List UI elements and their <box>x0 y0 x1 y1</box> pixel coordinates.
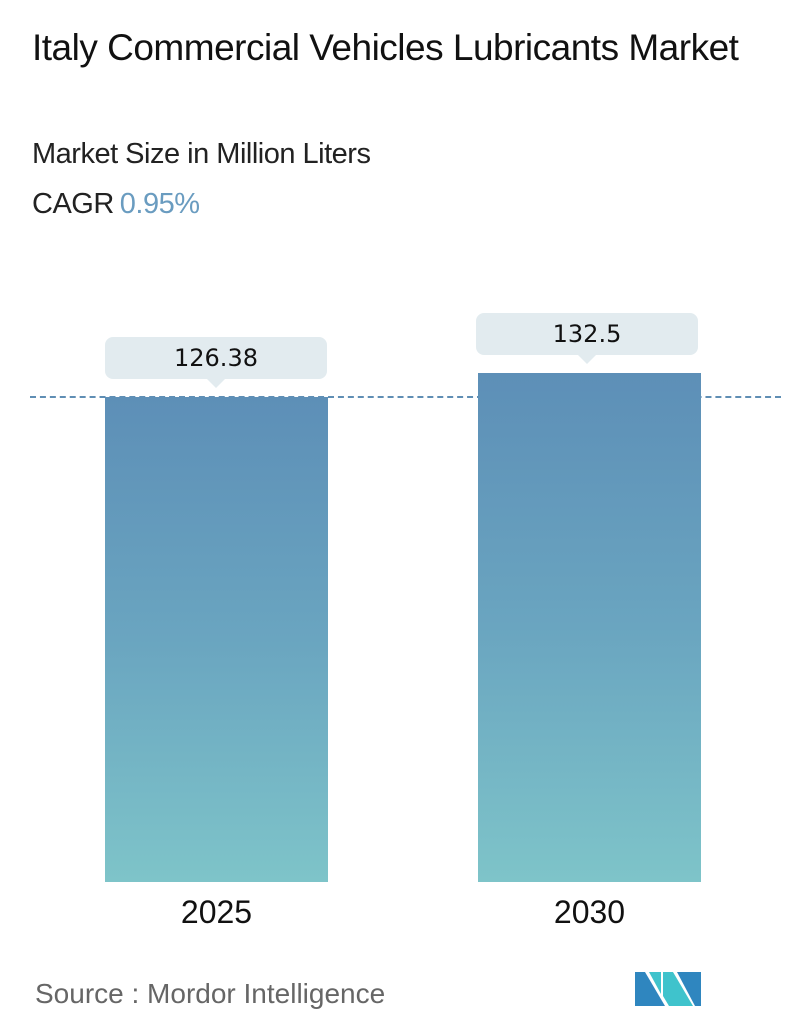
value-label-2030: 132.5 <box>476 313 698 364</box>
x-label-2025: 2025 <box>180 894 253 930</box>
chart-subtitle: Market Size in Million Liters <box>32 138 371 170</box>
bar-2030 <box>478 373 701 882</box>
value-label-2025: 126.38 <box>105 337 327 388</box>
source-text: Source : Mordor Intelligence <box>35 978 386 1009</box>
reference-dashed-line <box>30 396 781 398</box>
cagr-line: CAGR 0.95% <box>32 188 200 221</box>
mordor-intelligence-logo-icon <box>635 972 701 1006</box>
chart-title: Italy Commercial Vehicles Lubricants Mar… <box>32 27 739 68</box>
cagr-label: CAGR <box>32 188 114 220</box>
cagr-value: 0.95% <box>119 188 200 220</box>
x-label-2030: 2030 <box>553 894 626 930</box>
bar-2025 <box>105 397 328 882</box>
